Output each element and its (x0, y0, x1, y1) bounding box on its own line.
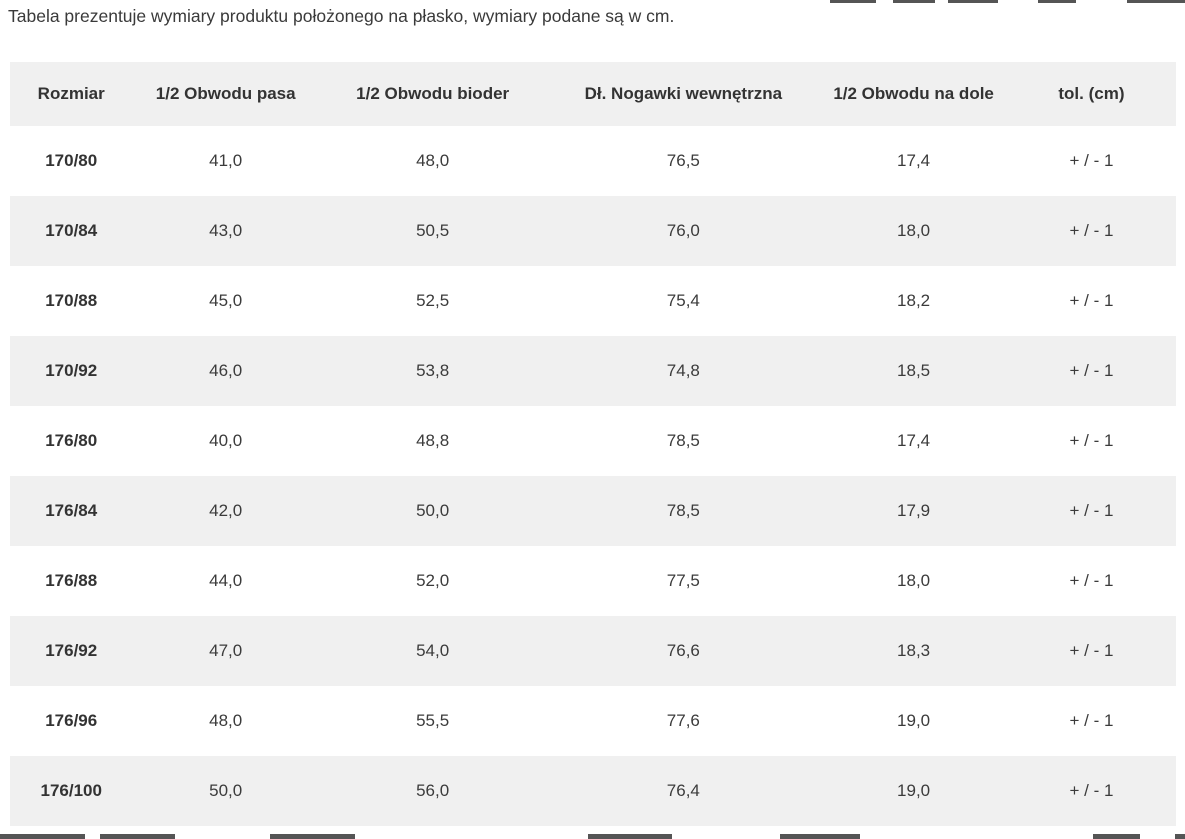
table-row: 170/84 43,0 50,5 76,0 18,0 + / - 1 (10, 196, 1176, 266)
measurement-cell: 53,8 (416, 361, 450, 380)
measurement-cell: 50,5 (416, 221, 450, 240)
measurement-cell: 48,8 (416, 431, 450, 450)
size-label-cell: 176/96 (45, 711, 98, 730)
size-table-header: Rozmiar 1/2 Obwodu pasa 1/2 Obwodu biode… (10, 62, 1176, 126)
column-header-nogawka: Dł. Nogawki wewnętrzna (546, 62, 821, 126)
measurement-cell: 41,0 (209, 151, 243, 170)
size-label-cell: 170/80 (45, 151, 98, 170)
header-row: Rozmiar 1/2 Obwodu pasa 1/2 Obwodu biode… (10, 62, 1176, 126)
measurement-cell: 43,0 (209, 221, 243, 240)
measurement-cell: 19,0 (897, 781, 931, 800)
measurement-cell: 52,5 (416, 291, 450, 310)
measurement-cell: 44,0 (209, 571, 243, 590)
measurement-cell: 78,5 (666, 501, 700, 520)
clipped-bottom-fragment (0, 834, 85, 839)
size-label-cell: 170/84 (45, 221, 98, 240)
clipped-bottom-fragment (1093, 834, 1140, 839)
table-row: 176/96 48,0 55,5 77,6 19,0 + / - 1 (10, 686, 1176, 756)
measurement-cell: + / - 1 (1069, 501, 1114, 520)
size-table: Rozmiar 1/2 Obwodu pasa 1/2 Obwodu biode… (10, 62, 1176, 826)
measurement-cell: 75,4 (666, 291, 700, 310)
measurement-cell: + / - 1 (1069, 711, 1114, 730)
column-header-dol: 1/2 Obwodu na dole (820, 62, 1007, 126)
table-row: 176/100 50,0 56,0 76,4 19,0 + / - 1 (10, 756, 1176, 826)
column-header-rozmiar: Rozmiar (10, 62, 133, 126)
table-row: 176/92 47,0 54,0 76,6 18,3 + / - 1 (10, 616, 1176, 686)
column-header-pas: 1/2 Obwodu pasa (132, 62, 319, 126)
measurement-cell: 17,9 (897, 501, 931, 520)
measurement-cell: 17,4 (897, 151, 931, 170)
size-label-cell: 176/100 (40, 781, 102, 800)
table-row: 170/80 41,0 48,0 76,5 17,4 + / - 1 (10, 126, 1176, 196)
size-label-cell: 170/92 (45, 361, 98, 380)
measurement-cell: 18,5 (897, 361, 931, 380)
clipped-bottom-fragment (780, 834, 860, 839)
measurement-cell: + / - 1 (1069, 291, 1114, 310)
measurement-cell: + / - 1 (1069, 781, 1114, 800)
measurement-cell: 52,0 (416, 571, 450, 590)
table-row: 170/92 46,0 53,8 74,8 18,5 + / - 1 (10, 336, 1176, 406)
measurement-cell: 18,0 (897, 221, 931, 240)
measurement-cell: + / - 1 (1069, 151, 1114, 170)
measurement-cell: 74,8 (666, 361, 700, 380)
measurement-cell: 76,4 (666, 781, 700, 800)
clipped-bottom-fragment (1175, 834, 1185, 839)
measurement-cell: 77,5 (666, 571, 700, 590)
clipped-bottom-fragment (588, 834, 672, 839)
measurement-cell: 54,0 (416, 641, 450, 660)
measurement-cell: 18,3 (897, 641, 931, 660)
measurement-cell: 17,4 (897, 431, 931, 450)
measurement-cell: 18,2 (897, 291, 931, 310)
table-row: 176/84 42,0 50,0 78,5 17,9 + / - 1 (10, 476, 1176, 546)
measurement-cell: 77,6 (666, 711, 700, 730)
clipped-top-fragment (893, 0, 935, 3)
clipped-top-fragment (1038, 0, 1076, 3)
measurement-cell: 45,0 (209, 291, 243, 310)
measurement-cell: + / - 1 (1069, 431, 1114, 450)
size-label-cell: 170/88 (45, 291, 98, 310)
measurement-cell: + / - 1 (1069, 361, 1114, 380)
measurement-cell: 47,0 (209, 641, 243, 660)
measurement-cell: 46,0 (209, 361, 243, 380)
clipped-bottom-fragment (100, 834, 175, 839)
measurement-cell: 55,5 (416, 711, 450, 730)
size-label-cell: 176/80 (45, 431, 98, 450)
column-header-biodra: 1/2 Obwodu bioder (318, 62, 547, 126)
clipped-bottom-fragment (270, 834, 355, 839)
table-row: 176/80 40,0 48,8 78,5 17,4 + / - 1 (10, 406, 1176, 476)
size-table-container: Rozmiar 1/2 Obwodu pasa 1/2 Obwodu biode… (10, 62, 1176, 826)
measurement-cell: 76,5 (666, 151, 700, 170)
measurement-cell: 48,0 (416, 151, 450, 170)
clipped-top-fragment (830, 0, 876, 3)
clipped-top-fragment (948, 0, 998, 3)
table-description-text: Tabela prezentuje wymiary produktu położ… (8, 6, 675, 26)
table-row: 176/88 44,0 52,0 77,5 18,0 + / - 1 (10, 546, 1176, 616)
measurement-cell: 56,0 (416, 781, 450, 800)
size-label-cell: 176/84 (45, 501, 98, 520)
measurement-cell: 42,0 (209, 501, 243, 520)
measurement-cell: 76,0 (666, 221, 700, 240)
measurement-cell: 78,5 (666, 431, 700, 450)
measurement-cell: 48,0 (209, 711, 243, 730)
measurement-cell: 50,0 (209, 781, 243, 800)
measurement-cell: + / - 1 (1069, 571, 1114, 590)
measurement-cell: 50,0 (416, 501, 450, 520)
table-row: 170/88 45,0 52,5 75,4 18,2 + / - 1 (10, 266, 1176, 336)
clipped-top-fragment (1127, 0, 1185, 3)
size-label-cell: 176/92 (45, 641, 98, 660)
size-label-cell: 176/88 (45, 571, 98, 590)
measurement-cell: 18,0 (897, 571, 931, 590)
size-table-body: 170/80 41,0 48,0 76,5 17,4 + / - 1 170/84 43,0 5… (10, 126, 1176, 826)
measurement-cell: 76,6 (666, 641, 700, 660)
column-header-tol: tol. (cm) (1006, 62, 1176, 126)
measurement-cell: + / - 1 (1069, 221, 1114, 240)
measurement-cell: 40,0 (209, 431, 243, 450)
measurement-cell: + / - 1 (1069, 641, 1114, 660)
measurement-cell: 19,0 (897, 711, 931, 730)
